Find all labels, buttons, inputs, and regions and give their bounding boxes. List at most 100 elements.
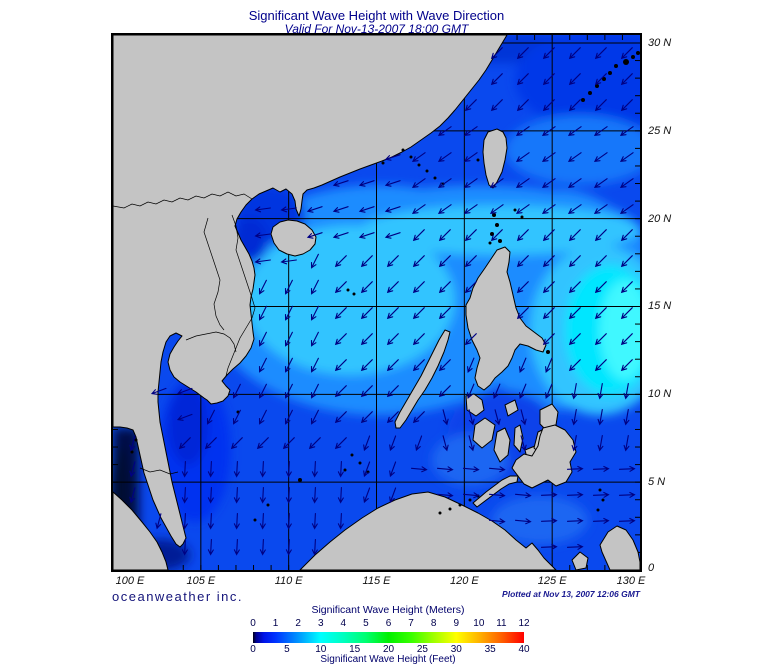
wave-direction-arrow	[442, 435, 449, 452]
legend-meters-tick: 8	[430, 618, 437, 629]
wave-direction-arrow	[360, 385, 373, 398]
wave-direction-arrow	[594, 47, 607, 60]
wave-direction-arrow	[411, 204, 426, 214]
wave-direction-arrow	[206, 409, 215, 425]
wave-direction-arrow	[360, 307, 373, 320]
wave-direction-arrow	[568, 359, 581, 372]
wave-direction-arrow	[258, 305, 267, 321]
lat-label: 5 N	[648, 476, 666, 489]
wave-direction-arrow	[489, 178, 504, 188]
wave-direction-arrow	[594, 255, 607, 268]
legend-meters-tick: 4	[340, 618, 347, 629]
wave-direction-arrow	[363, 461, 371, 478]
wave-direction-arrow	[259, 486, 266, 504]
wave-direction-arrow	[568, 229, 581, 242]
wave-direction-arrow	[566, 491, 584, 498]
wave-direction-arrow	[620, 73, 633, 86]
page-title: Significant Wave Height with Wave Direct…	[248, 8, 505, 23]
wave-direction-arrow	[515, 152, 530, 162]
wave-direction-arrow	[542, 281, 555, 294]
wave-direction-arrow	[310, 279, 319, 295]
wave-direction-arrow	[542, 307, 555, 320]
wave-direction-arrow	[386, 359, 399, 372]
wave-direction-arrow	[415, 435, 423, 452]
wave-direction-arrow	[571, 383, 578, 400]
wave-direction-arrow	[207, 486, 214, 504]
wave-direction-arrow	[412, 333, 425, 346]
wave-direction-arrow	[463, 126, 478, 136]
legend-feet-tick: 10	[315, 644, 327, 655]
wave-direction-arrow	[620, 333, 633, 346]
wave-direction-arrow	[490, 99, 503, 112]
wave-direction-arrow	[259, 538, 266, 556]
wave-direction-arrow	[129, 461, 136, 478]
legend-meters-tick: 9	[453, 618, 460, 629]
wave-direction-arrow	[181, 512, 188, 530]
lat-label: 20 N	[648, 212, 672, 225]
wave-direction-arrow	[306, 206, 323, 213]
wave-direction-arrow	[337, 460, 344, 478]
wave-direction-arrow	[412, 307, 425, 320]
wave-direction-arrow	[516, 99, 529, 112]
wave-direction-arrow	[259, 460, 266, 478]
wave-direction-arrow	[568, 255, 581, 268]
wave-direction-arrow	[334, 437, 347, 450]
wave-direction-arrow	[568, 333, 581, 346]
wave-direction-arrow	[468, 409, 475, 426]
wave-direction-arrow	[285, 538, 292, 556]
lat-label: 15 N	[648, 300, 672, 313]
wave-direction-arrow	[620, 307, 633, 320]
wave-direction-arrow	[386, 333, 399, 346]
wave-direction-arrow	[623, 435, 630, 452]
wave-direction-arrow	[282, 437, 295, 450]
wave-direction-arrow	[155, 513, 162, 530]
wave-direction-arrow	[618, 465, 636, 472]
wave-direction-arrow	[334, 359, 347, 372]
wave-direction-arrow	[542, 333, 555, 346]
wave-direction-arrow	[566, 465, 584, 472]
wave-direction-arrow	[519, 357, 527, 373]
wave-direction-arrow	[516, 73, 529, 86]
wave-direction-arrow	[592, 517, 610, 524]
wave-direction-arrow	[384, 206, 401, 213]
wave-direction-arrow	[540, 491, 558, 498]
legend-meters-tick: 0	[250, 618, 256, 629]
legend-feet-tick: 15	[349, 644, 361, 655]
wave-direction-arrow	[284, 305, 293, 321]
plotted-timestamp: Plotted at Nov 13, 2007 12:06 GMT	[502, 589, 640, 599]
wave-direction-arrow	[542, 73, 555, 86]
wave-direction-arrow	[618, 491, 636, 498]
legend-feet-tick: 0	[250, 644, 256, 655]
wave-direction-arrow	[233, 460, 240, 478]
wave-direction-arrow	[232, 383, 241, 399]
wave-direction-arrow	[623, 409, 630, 426]
wave-direction-arrow	[334, 307, 347, 320]
wave-direction-arrow	[360, 281, 373, 294]
legend-feet-tick: 25	[416, 644, 428, 655]
wave-direction-arrow	[594, 229, 607, 242]
legend-feet-tick: 20	[382, 644, 395, 655]
wave-direction-arrow	[334, 281, 347, 294]
wave-direction-arrow	[437, 126, 452, 136]
wave-direction-arrow	[310, 383, 319, 399]
wave-map	[113, 35, 640, 570]
wave-direction-arrow	[545, 383, 553, 399]
wave-direction-arrow	[311, 486, 318, 504]
wave-direction-arrow	[258, 383, 267, 399]
wave-direction-arrow	[594, 281, 607, 294]
wave-direction-arrow	[516, 47, 529, 60]
wave-direction-arrow	[597, 383, 604, 400]
wave-direction-arrow	[542, 229, 555, 242]
wave-direction-arrow	[592, 465, 610, 472]
wave-direction-arrow	[514, 492, 532, 499]
wave-direction-arrow	[254, 206, 271, 213]
wave-direction-arrow	[490, 47, 503, 60]
wave-direction-arrow	[284, 409, 293, 425]
wave-direction-arrow	[334, 411, 347, 424]
wave-direction-arrow	[310, 357, 319, 373]
wave-direction-arrow	[516, 255, 529, 268]
wave-direction-arrow	[306, 232, 323, 239]
wave-direction-arrow	[567, 152, 582, 162]
legend-meters-tick: 7	[408, 618, 414, 629]
